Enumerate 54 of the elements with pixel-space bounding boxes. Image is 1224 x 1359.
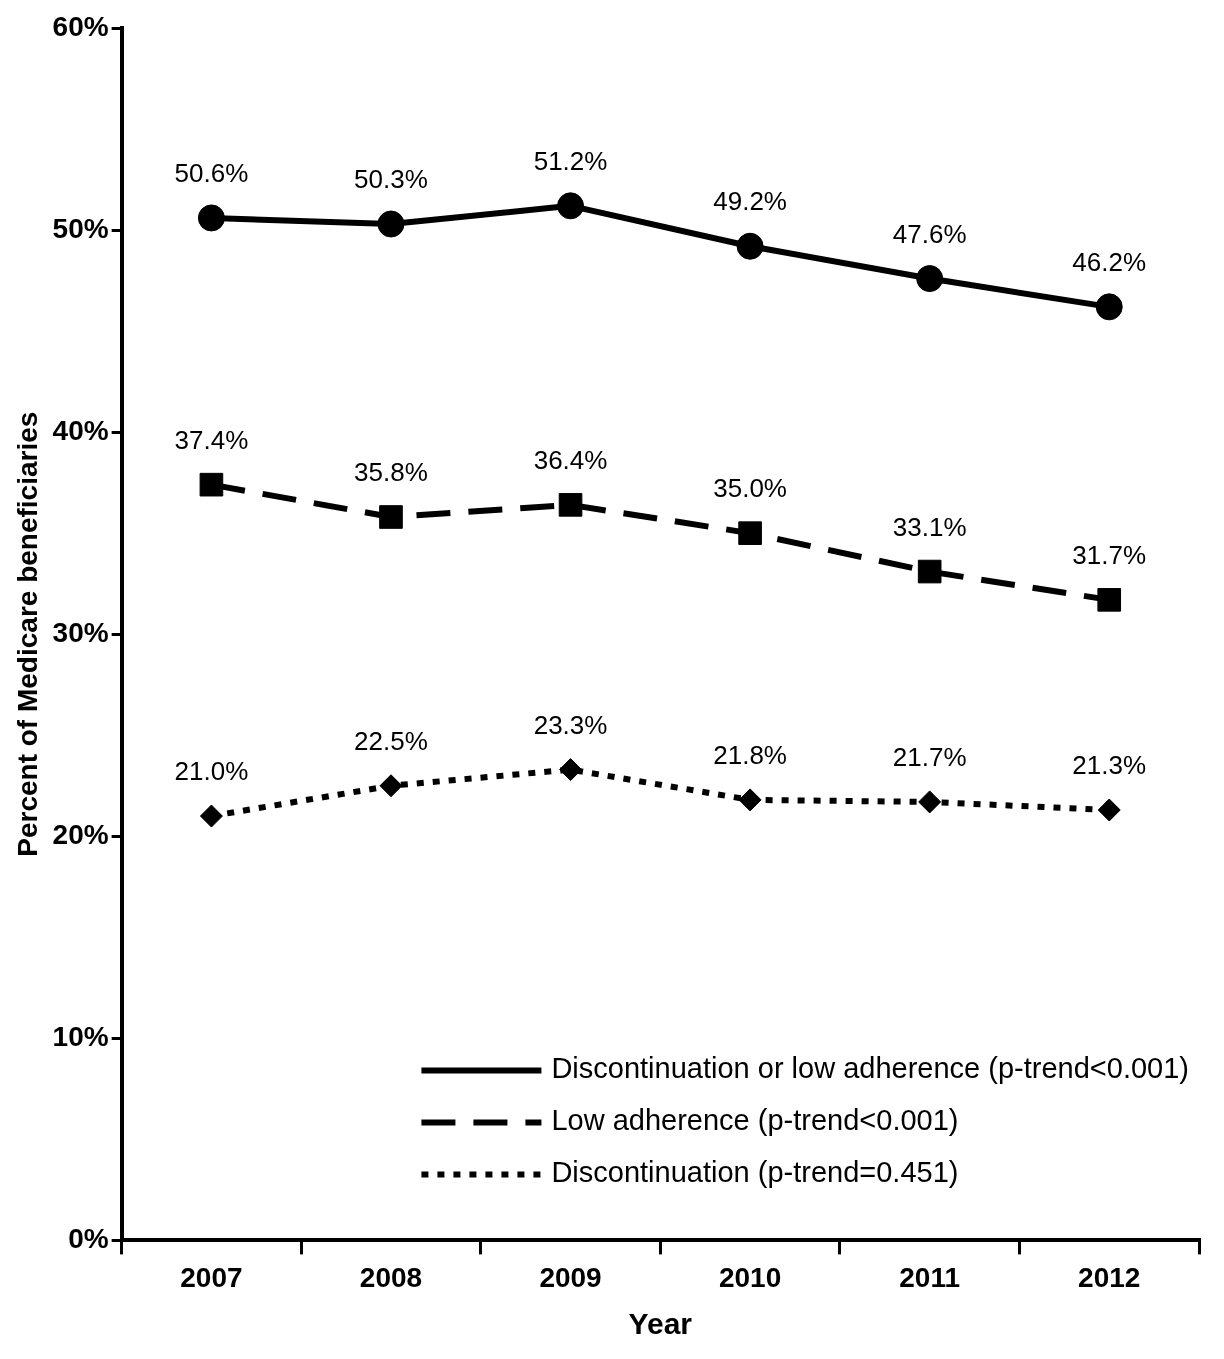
point	[379, 774, 403, 798]
point	[197, 204, 225, 232]
x-axis-title: Year	[628, 1307, 693, 1341]
data-label: 46.2%	[1072, 247, 1147, 278]
data-label: 49.2%	[713, 186, 787, 217]
legend-label: Discontinuation or low adherence (p-trend<0.001)	[551, 1052, 1189, 1085]
data-label: 23.3%	[533, 709, 608, 740]
x-tick-label: 2012	[1078, 1261, 1141, 1293]
y-tick-label: 0%	[68, 1223, 109, 1255]
data-label: 50.3%	[354, 164, 428, 195]
data-label: 35.0%	[713, 473, 787, 504]
x-tick-label: 2008	[359, 1261, 423, 1293]
x-tick-label: 2007	[180, 1261, 243, 1293]
data-label: 21.0%	[174, 756, 249, 787]
y-tick-label: 50%	[52, 212, 109, 244]
point	[377, 210, 405, 238]
point	[557, 192, 585, 220]
legend-label: Discontinuation (p-trend=0.451)	[551, 1156, 959, 1189]
data-label: 37.4%	[174, 424, 249, 455]
point	[738, 788, 762, 812]
point	[199, 472, 224, 497]
y-tick-label: 60%	[52, 10, 109, 42]
x-tick-label: 2010	[718, 1261, 782, 1293]
y-tick-label: 10%	[52, 1021, 109, 1053]
data-label: 21.8%	[713, 740, 787, 771]
data-label: 33.1%	[892, 511, 967, 542]
y-tick-label: 40%	[52, 414, 109, 446]
point	[1095, 293, 1123, 321]
point	[379, 505, 403, 529]
x-tick-label: 2011	[899, 1261, 961, 1293]
x-tick-label: 2009	[539, 1261, 602, 1293]
point	[917, 559, 942, 584]
point	[559, 758, 583, 782]
point	[918, 790, 942, 814]
data-label: 31.7%	[1072, 540, 1147, 571]
point	[558, 493, 583, 517]
legend-label: Low adherence (p-trend<0.001)	[551, 1104, 959, 1137]
data-label: 21.3%	[1072, 750, 1147, 781]
data-label: 36.4%	[533, 445, 608, 476]
data-label: 21.7%	[892, 742, 967, 773]
point	[1097, 798, 1121, 822]
y-tick-label: 20%	[52, 818, 109, 850]
point	[738, 521, 762, 545]
y-tick-label: 30%	[52, 616, 109, 648]
point	[199, 804, 223, 828]
data-label: 51.2%	[533, 145, 608, 176]
data-label: 47.6%	[892, 218, 967, 249]
y-axis-title: Percent of Medicare beneficiaries	[11, 411, 43, 857]
point	[736, 232, 764, 260]
data-label: 50.6%	[174, 158, 249, 189]
data-label: 22.5%	[354, 725, 428, 756]
point	[916, 265, 944, 293]
data-label: 35.8%	[354, 457, 428, 488]
point	[1097, 588, 1122, 612]
